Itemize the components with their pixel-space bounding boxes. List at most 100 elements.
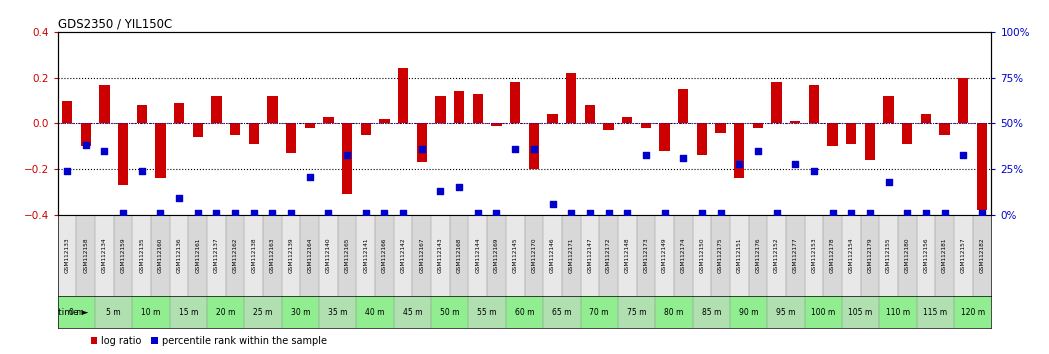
Point bbox=[825, 210, 841, 216]
Bar bbox=[786, 215, 805, 296]
Text: 110 m: 110 m bbox=[886, 308, 909, 316]
Bar bbox=[174, 103, 185, 124]
Bar bbox=[77, 215, 95, 296]
Text: GSM112168: GSM112168 bbox=[456, 238, 462, 273]
Point bbox=[488, 210, 505, 216]
Text: GSM112155: GSM112155 bbox=[886, 238, 891, 273]
Bar bbox=[599, 215, 618, 296]
Bar bbox=[117, 124, 128, 185]
Text: 30 m: 30 m bbox=[291, 308, 311, 316]
Text: GSM112142: GSM112142 bbox=[401, 238, 406, 273]
Point bbox=[918, 210, 935, 216]
Bar bbox=[226, 215, 244, 296]
Text: 15 m: 15 m bbox=[178, 308, 198, 316]
Bar bbox=[711, 215, 730, 296]
Text: GSM112141: GSM112141 bbox=[363, 238, 368, 273]
Point bbox=[208, 210, 224, 216]
Point bbox=[787, 161, 804, 166]
Text: 35 m: 35 m bbox=[328, 308, 347, 316]
Bar bbox=[469, 296, 506, 329]
Point bbox=[59, 168, 76, 174]
Point bbox=[712, 210, 729, 216]
Bar bbox=[823, 215, 842, 296]
Text: 70 m: 70 m bbox=[590, 308, 608, 316]
Text: 45 m: 45 m bbox=[403, 308, 422, 316]
Legend: log ratio, percentile rank within the sample: log ratio, percentile rank within the sa… bbox=[90, 336, 327, 346]
Point bbox=[731, 161, 748, 166]
Bar bbox=[637, 215, 656, 296]
Bar bbox=[81, 124, 91, 146]
Bar bbox=[58, 215, 77, 296]
Point bbox=[376, 210, 392, 216]
Point bbox=[282, 210, 300, 216]
Text: GSM112166: GSM112166 bbox=[382, 238, 387, 273]
Point bbox=[413, 146, 430, 152]
Text: 105 m: 105 m bbox=[849, 308, 873, 316]
Text: 65 m: 65 m bbox=[552, 308, 572, 316]
Point bbox=[973, 210, 990, 216]
Bar bbox=[715, 124, 726, 132]
Bar bbox=[958, 78, 968, 124]
Text: GSM112152: GSM112152 bbox=[774, 238, 779, 273]
Text: GSM112178: GSM112178 bbox=[830, 238, 835, 273]
Text: GSM112145: GSM112145 bbox=[513, 238, 517, 273]
Bar bbox=[450, 215, 469, 296]
Bar bbox=[338, 215, 357, 296]
Point bbox=[619, 210, 636, 216]
Text: GSM112164: GSM112164 bbox=[307, 238, 313, 273]
Bar bbox=[529, 124, 539, 169]
Point bbox=[133, 168, 150, 174]
Bar bbox=[622, 116, 633, 124]
Text: 10 m: 10 m bbox=[142, 308, 160, 316]
Text: GSM112133: GSM112133 bbox=[65, 238, 69, 273]
Bar bbox=[940, 124, 949, 135]
Text: 80 m: 80 m bbox=[664, 308, 684, 316]
Bar bbox=[300, 215, 319, 296]
Bar bbox=[860, 215, 879, 296]
Text: GSM112137: GSM112137 bbox=[214, 238, 219, 273]
Text: 5 m: 5 m bbox=[106, 308, 121, 316]
Text: 0 m: 0 m bbox=[69, 308, 84, 316]
Text: 115 m: 115 m bbox=[923, 308, 947, 316]
Bar bbox=[319, 215, 338, 296]
Bar bbox=[170, 296, 207, 329]
Point bbox=[899, 210, 916, 216]
Text: GSM112160: GSM112160 bbox=[158, 238, 163, 273]
Bar bbox=[151, 215, 170, 296]
Text: GSM112179: GSM112179 bbox=[868, 238, 873, 273]
Bar bbox=[62, 101, 72, 124]
Text: 20 m: 20 m bbox=[216, 308, 235, 316]
Point bbox=[544, 201, 561, 207]
Point bbox=[97, 148, 112, 154]
Bar bbox=[193, 124, 202, 137]
Text: GSM112165: GSM112165 bbox=[345, 238, 349, 273]
Text: GSM112157: GSM112157 bbox=[961, 238, 966, 273]
Point bbox=[171, 196, 188, 201]
Bar bbox=[921, 114, 932, 124]
Bar bbox=[673, 215, 692, 296]
Bar bbox=[473, 94, 483, 124]
Bar bbox=[136, 105, 147, 124]
Bar bbox=[730, 296, 767, 329]
Point bbox=[749, 148, 766, 154]
Bar bbox=[469, 215, 487, 296]
Point bbox=[320, 210, 337, 216]
Bar bbox=[902, 124, 913, 144]
Bar bbox=[282, 215, 300, 296]
Point bbox=[693, 210, 710, 216]
Bar bbox=[566, 73, 576, 124]
Text: GSM112139: GSM112139 bbox=[288, 238, 294, 273]
Text: GSM112172: GSM112172 bbox=[606, 238, 611, 273]
Bar bbox=[917, 296, 954, 329]
Bar bbox=[656, 296, 692, 329]
Text: GSM112162: GSM112162 bbox=[233, 238, 237, 273]
Bar bbox=[393, 215, 412, 296]
Bar bbox=[954, 296, 991, 329]
Bar bbox=[398, 68, 408, 124]
Text: GSM112171: GSM112171 bbox=[569, 238, 574, 273]
Text: GSM112177: GSM112177 bbox=[793, 238, 797, 273]
Text: GDS2350 / YIL150C: GDS2350 / YIL150C bbox=[58, 18, 172, 31]
Text: GSM112158: GSM112158 bbox=[83, 238, 88, 273]
Bar bbox=[954, 215, 972, 296]
Bar bbox=[357, 215, 376, 296]
